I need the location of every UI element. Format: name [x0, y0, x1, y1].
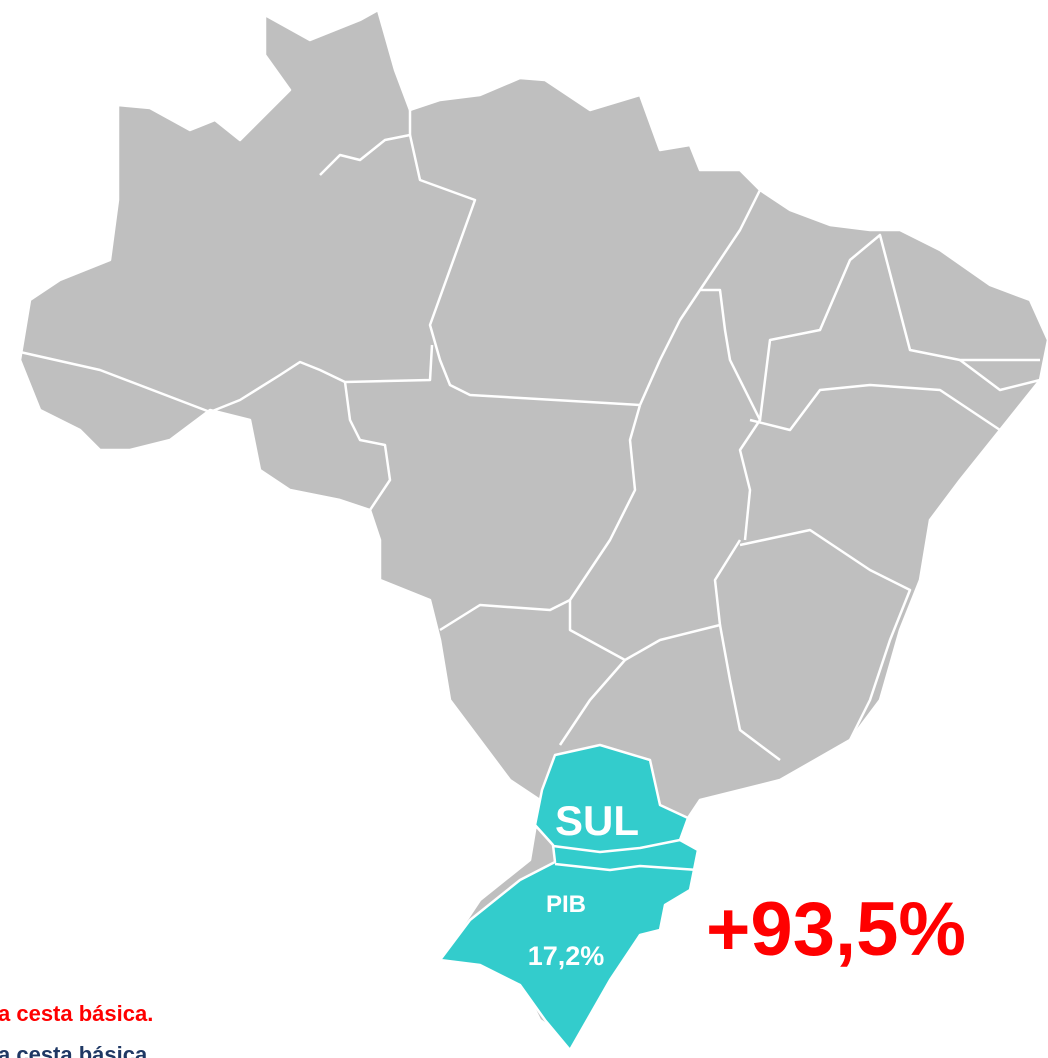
highlight-value: +93,5% — [706, 887, 966, 972]
pib-value: 17,2% — [528, 941, 605, 971]
state-borders — [19, 110, 1041, 761]
south-state-border — [554, 862, 699, 872]
brazil-map — [18, 8, 1048, 1042]
pib-label: PIB — [546, 891, 586, 918]
south-state-border — [552, 838, 681, 854]
note: a cesta básica. — [0, 1001, 153, 1026]
south-region — [438, 743, 700, 1052]
note: a cesta básica — [0, 1042, 148, 1058]
region-label: SUL — [555, 797, 639, 844]
